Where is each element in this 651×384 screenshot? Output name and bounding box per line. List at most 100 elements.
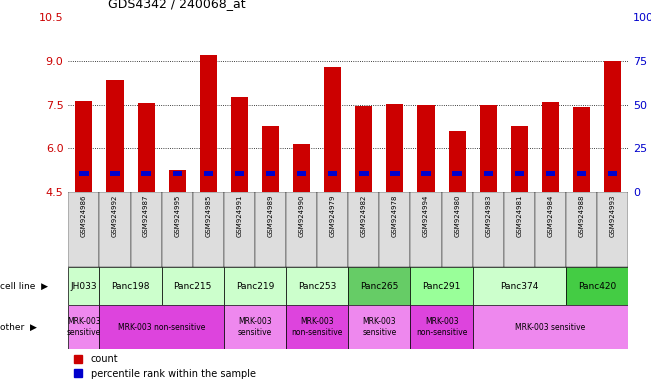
Text: MRK-003
sensitive: MRK-003 sensitive [67, 317, 101, 338]
Text: GSM924983: GSM924983 [485, 195, 492, 237]
Text: GSM924993: GSM924993 [610, 195, 616, 237]
Text: GSM924991: GSM924991 [236, 195, 242, 237]
Bar [473, 267, 566, 305]
Bar [161, 267, 224, 305]
Text: GSM924987: GSM924987 [143, 195, 149, 237]
Text: MRK-003
non-sensitive: MRK-003 non-sensitive [416, 317, 467, 338]
Text: Panc253: Panc253 [298, 281, 337, 291]
Bar [131, 192, 161, 267]
Text: MRK-003
sensitive: MRK-003 sensitive [238, 317, 272, 338]
Bar [452, 171, 462, 176]
Text: Panc198: Panc198 [111, 281, 150, 291]
Bar [542, 102, 559, 192]
Bar [417, 104, 435, 192]
Bar [224, 192, 255, 267]
Bar [317, 192, 348, 267]
Legend: count, percentile rank within the sample: count, percentile rank within the sample [73, 354, 256, 379]
Text: Panc215: Panc215 [174, 281, 212, 291]
Text: GSM924994: GSM924994 [423, 195, 429, 237]
Bar [597, 192, 628, 267]
Bar [387, 104, 404, 192]
Text: GDS4342 / 240068_at: GDS4342 / 240068_at [107, 0, 245, 10]
Bar [573, 107, 590, 192]
Bar [535, 192, 566, 267]
Bar [107, 80, 124, 192]
Bar [110, 171, 120, 176]
Bar [348, 305, 411, 349]
Bar [286, 192, 317, 267]
Text: Panc219: Panc219 [236, 281, 274, 291]
Text: Panc420: Panc420 [578, 281, 616, 291]
Text: GSM924986: GSM924986 [81, 195, 87, 237]
Bar [411, 305, 473, 349]
Bar [204, 171, 213, 176]
Text: Panc374: Panc374 [500, 281, 538, 291]
Bar [511, 126, 528, 192]
Bar [79, 171, 89, 176]
Bar [504, 192, 535, 267]
Bar [100, 192, 131, 267]
Text: Panc265: Panc265 [360, 281, 398, 291]
Text: GSM924984: GSM924984 [547, 195, 553, 237]
Text: cell line  ▶: cell line ▶ [0, 281, 48, 291]
Bar [421, 171, 431, 176]
Bar [68, 192, 100, 267]
Bar [297, 171, 307, 176]
Bar [141, 171, 151, 176]
Bar [173, 171, 182, 176]
Text: other  ▶: other ▶ [0, 323, 37, 332]
Text: GSM924985: GSM924985 [205, 195, 212, 237]
Text: GSM924988: GSM924988 [579, 195, 585, 237]
Bar [473, 305, 628, 349]
Bar [359, 171, 368, 176]
Bar [390, 171, 400, 176]
Bar [348, 267, 411, 305]
Bar [68, 305, 100, 349]
Bar [224, 305, 286, 349]
Text: GSM924979: GSM924979 [330, 195, 336, 237]
Bar [224, 267, 286, 305]
Bar [286, 267, 348, 305]
Bar [193, 192, 224, 267]
Bar [411, 192, 441, 267]
Bar [380, 192, 411, 267]
Bar [484, 171, 493, 176]
Bar [286, 305, 348, 349]
Bar [200, 55, 217, 192]
Bar [328, 171, 337, 176]
Bar [480, 104, 497, 192]
Bar [449, 131, 465, 192]
Text: MRK-003
non-sensitive: MRK-003 non-sensitive [292, 317, 343, 338]
Text: MRK-003 non-sensitive: MRK-003 non-sensitive [118, 323, 205, 332]
Bar [473, 192, 504, 267]
Text: GSM924990: GSM924990 [299, 195, 305, 237]
Bar [76, 101, 92, 192]
Text: GSM924989: GSM924989 [268, 195, 273, 237]
Bar [577, 171, 587, 176]
Bar [266, 171, 275, 176]
Bar [566, 192, 597, 267]
Bar [546, 171, 555, 176]
Bar [566, 267, 628, 305]
Bar [324, 67, 341, 192]
Text: GSM924982: GSM924982 [361, 195, 367, 237]
Bar [231, 98, 248, 192]
Bar [169, 170, 186, 192]
Text: MRK-003
sensitive: MRK-003 sensitive [362, 317, 396, 338]
Bar [608, 171, 617, 176]
Text: GSM924980: GSM924980 [454, 195, 460, 237]
Text: GSM924981: GSM924981 [516, 195, 522, 237]
Text: GSM924992: GSM924992 [112, 195, 118, 237]
Text: GSM924995: GSM924995 [174, 195, 180, 237]
Bar [604, 61, 621, 192]
Bar [355, 106, 372, 192]
Bar [100, 305, 224, 349]
Bar [411, 267, 473, 305]
Bar [137, 103, 155, 192]
Bar [262, 126, 279, 192]
Text: GSM924978: GSM924978 [392, 195, 398, 237]
Bar [348, 192, 380, 267]
Bar [68, 267, 100, 305]
Bar [100, 267, 161, 305]
Bar [441, 192, 473, 267]
